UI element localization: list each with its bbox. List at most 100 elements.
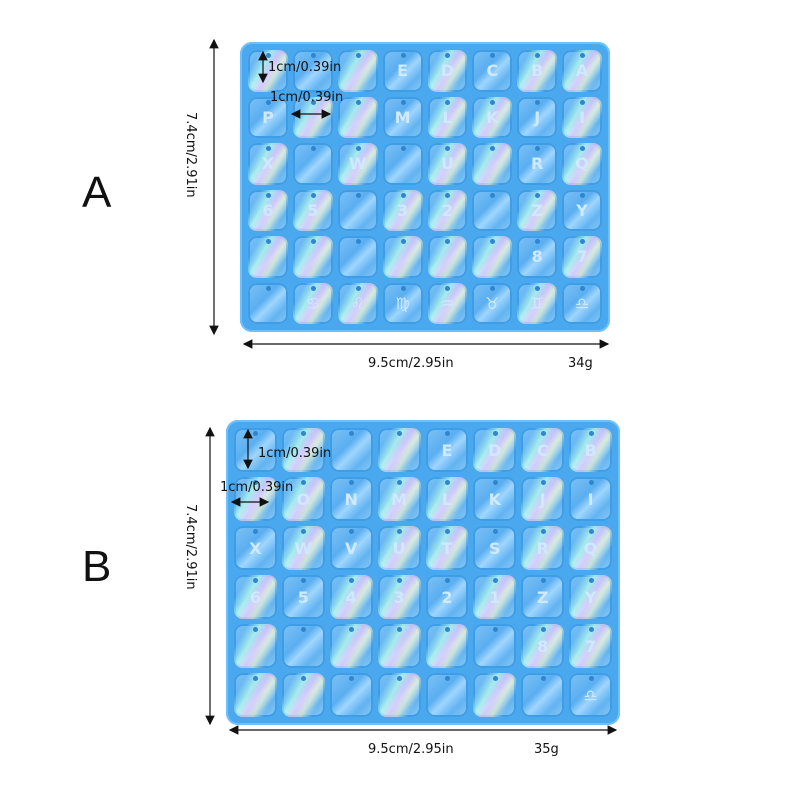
keyring-hole (540, 529, 546, 534)
mold-cavity (377, 624, 421, 668)
mold-cavity: L (425, 477, 469, 521)
mold-cavity: 3 (377, 575, 421, 619)
cavity-character: U (392, 538, 406, 558)
cavity-character: ♌ (350, 293, 365, 313)
mold-cavity (234, 624, 277, 668)
mold-b-label: B (82, 542, 112, 591)
keyring-hole (580, 285, 586, 291)
keyring-hole (265, 53, 271, 58)
mold-cavity: 6 (234, 575, 277, 619)
keyring-hole (535, 99, 541, 105)
mold-cavity: 8 (521, 624, 565, 668)
mold-cavity: X (234, 526, 277, 570)
mold-cavity: J (521, 477, 565, 521)
keyring-hole (535, 239, 541, 244)
mold-cavity: A (562, 50, 602, 92)
keyring-hole (444, 431, 450, 436)
mold-cavity: U (427, 143, 468, 185)
keyring-hole (490, 239, 496, 244)
mold-cavity (521, 673, 565, 717)
keyring-hole (310, 285, 316, 291)
cavity-character: 1 (489, 587, 501, 607)
mold-cavity: W (337, 143, 378, 185)
cavity-character: 4 (345, 587, 357, 607)
mold-cavity: 7 (569, 624, 612, 668)
keyring-hole (580, 53, 586, 58)
mold-cavity (473, 673, 517, 717)
mold-cavity (281, 673, 325, 717)
keyring-hole (349, 431, 355, 436)
cavity-character: X (249, 538, 262, 558)
cavity-character: K (486, 107, 499, 127)
keyring-hole (492, 529, 498, 534)
cavity-character: K (488, 489, 502, 509)
mold-cavity: M (377, 477, 421, 521)
cavity-character: P (262, 107, 274, 127)
mold-cavity: ♌ (337, 282, 378, 324)
keyring-hole (265, 192, 271, 198)
keyring-hole (400, 285, 406, 291)
keyring-hole (492, 676, 498, 681)
keyring-hole (490, 99, 496, 105)
mold-cavity: D (427, 50, 468, 92)
cavity-character: 2 (441, 587, 453, 607)
mold-cavity (329, 624, 373, 668)
cavity-character: L (441, 489, 453, 509)
keyring-hole (490, 53, 496, 58)
mold-cavity (337, 236, 378, 278)
keyring-hole (355, 99, 361, 105)
mold-cavity: U (377, 526, 421, 570)
mold-cavity: 2 (427, 189, 468, 231)
mold-cavity: Q (562, 143, 602, 185)
mold-a-weight: 34g (568, 356, 593, 371)
mold-a-height-label: 7.4cm/2.91in (183, 112, 198, 198)
keyring-hole (444, 578, 450, 583)
cavity-character: Q (575, 154, 589, 174)
mold-cavity (281, 624, 325, 668)
keyring-hole (445, 239, 451, 244)
mold-cavity (281, 428, 325, 472)
mold-cavity: ♎ (562, 282, 602, 324)
mold-cavity (472, 189, 513, 231)
cavity-character: ♎ (574, 293, 590, 313)
keyring-hole (355, 192, 361, 198)
cavity-character: N (344, 489, 358, 509)
cavity-character: ♒ (440, 293, 455, 313)
cavity-character: A (575, 61, 589, 81)
mold-b-weight: 35g (534, 742, 559, 757)
mold-cavity: C (472, 50, 513, 92)
keyring-hole (253, 627, 259, 632)
keyring-hole (540, 431, 546, 436)
cavity-character: S (489, 538, 501, 558)
mold-cavity: E (425, 428, 469, 472)
keyring-hole (400, 99, 406, 105)
mold-cavity: 8 (517, 236, 558, 278)
keyring-hole (400, 146, 406, 151)
keyring-hole (265, 239, 271, 244)
cavity-character: B (584, 440, 597, 460)
cavity-character: W (348, 154, 367, 174)
cavity-character: 3 (396, 200, 409, 220)
keyring-hole (265, 99, 271, 105)
mold-a: E D C B A P M L K J I X W U R Q 6 5 3 2 Z Y 8 7 ♋ ♌ ♍ ♒ ♉ ♊ ♎ (240, 42, 610, 332)
cavity-character: 6 (262, 200, 274, 220)
keyring-hole (253, 578, 259, 583)
mold-b: E D C B O N M L K J I X W V U T S R Q 6 5 4 3 2 1 Z Y 8 7 ♎ (226, 420, 620, 725)
keyring-hole (397, 627, 403, 632)
mold-cavity (292, 236, 333, 278)
keyring-hole (400, 53, 406, 58)
keyring-hole (349, 529, 355, 534)
mold-cavity (337, 50, 378, 92)
mold-cavity: K (472, 96, 513, 138)
cavity-character: X (261, 154, 275, 174)
keyring-hole (580, 146, 586, 151)
keyring-hole (490, 146, 496, 151)
keyring-hole (397, 529, 403, 534)
mold-cavity: B (569, 428, 612, 472)
mold-cavity (425, 624, 469, 668)
mold-cavity: N (329, 477, 373, 521)
mold-cavity: O (281, 477, 325, 521)
cavity-character: ♊ (530, 293, 545, 313)
cavity-character: 5 (297, 587, 309, 607)
keyring-hole (310, 192, 316, 198)
